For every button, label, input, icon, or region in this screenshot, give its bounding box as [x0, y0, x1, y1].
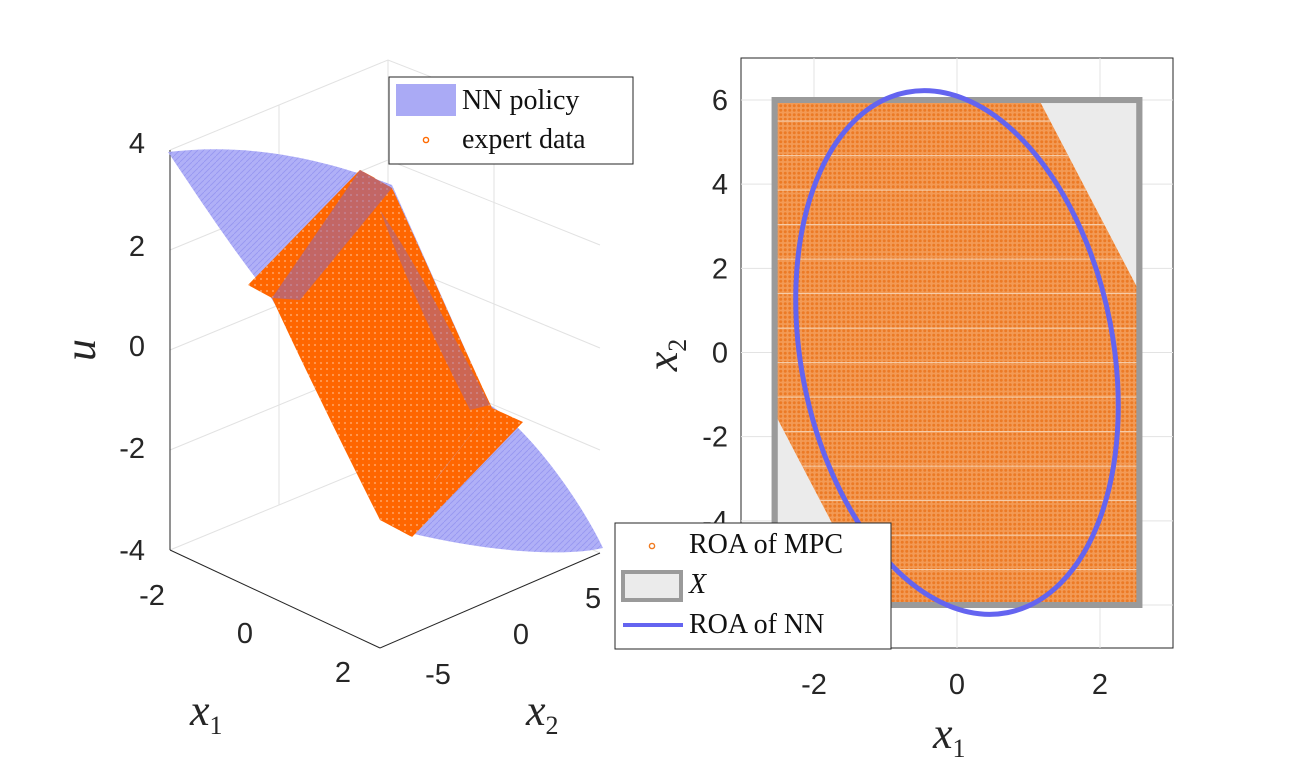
z-axis-label: u	[56, 339, 105, 361]
x2-axis-label-3d: x2	[525, 686, 559, 740]
legend-set-x-swatch	[621, 570, 683, 602]
x2-tick: 6	[712, 85, 728, 117]
x1-axis-label: x1	[932, 709, 966, 763]
x1-axis-label-3d: x1	[189, 686, 223, 740]
x1-tick: 2	[1092, 669, 1108, 701]
x1-tick: 0	[237, 618, 253, 650]
roa-nn-ellipse	[793, 88, 1121, 617]
x2-axis-ticks-3d: -5 0 5	[425, 583, 601, 691]
x1-tick: -2	[801, 669, 827, 701]
x2-tick: 0	[712, 338, 728, 370]
legend-expert-data-marker	[422, 136, 430, 144]
legend-roa-mpc-marker	[648, 542, 656, 550]
z-tick: 2	[129, 231, 145, 263]
surface-plot-3d: 4 2 0 -2 -4 -2 0 2 -5 0 5 u x1 x2 NN pol…	[56, 59, 634, 740]
legend-roa-mpc-label: ROA of MPC	[689, 529, 843, 560]
legend-nn-policy-label: NN policy	[462, 85, 579, 116]
x1-tick: 2	[335, 657, 351, 689]
legend-3d: NN policy expert data	[388, 76, 634, 165]
z-tick: -4	[119, 535, 145, 567]
x2-tick: -2	[702, 422, 728, 454]
state-constraint-set-edge	[771, 97, 1143, 608]
z-tick: -2	[119, 433, 145, 465]
x2-tick: 2	[712, 253, 728, 285]
legend-roa-nn-label: ROA of NN	[689, 609, 824, 640]
x2-tick: 0	[513, 619, 529, 651]
x2-tick: 5	[585, 583, 601, 615]
legend-nn-policy-swatch	[396, 84, 456, 116]
roa-mpc-region	[774, 100, 1140, 605]
x2-tick: 4	[712, 169, 728, 201]
x2-axis-label: x2	[638, 339, 692, 373]
x1-tick: 0	[949, 669, 965, 701]
x1-axis-ticks: -2 0 2	[801, 669, 1108, 701]
x2-tick: -5	[425, 659, 451, 691]
x1-axis-ticks-3d: -2 0 2	[139, 580, 351, 689]
z-tick: 0	[129, 331, 145, 363]
expert-data-points	[248, 170, 523, 537]
expert-data-bottom-plateau	[400, 408, 523, 537]
legend-expert-data-label: expert data	[462, 124, 586, 155]
legend-2d: ROA of MPC X ROA of NN	[614, 522, 892, 650]
z-tick: 4	[129, 128, 145, 160]
legend-set-x-label: X	[688, 569, 707, 600]
z-axis-ticks: 4 2 0 -2 -4	[119, 128, 145, 567]
x1-tick: -2	[139, 580, 165, 612]
